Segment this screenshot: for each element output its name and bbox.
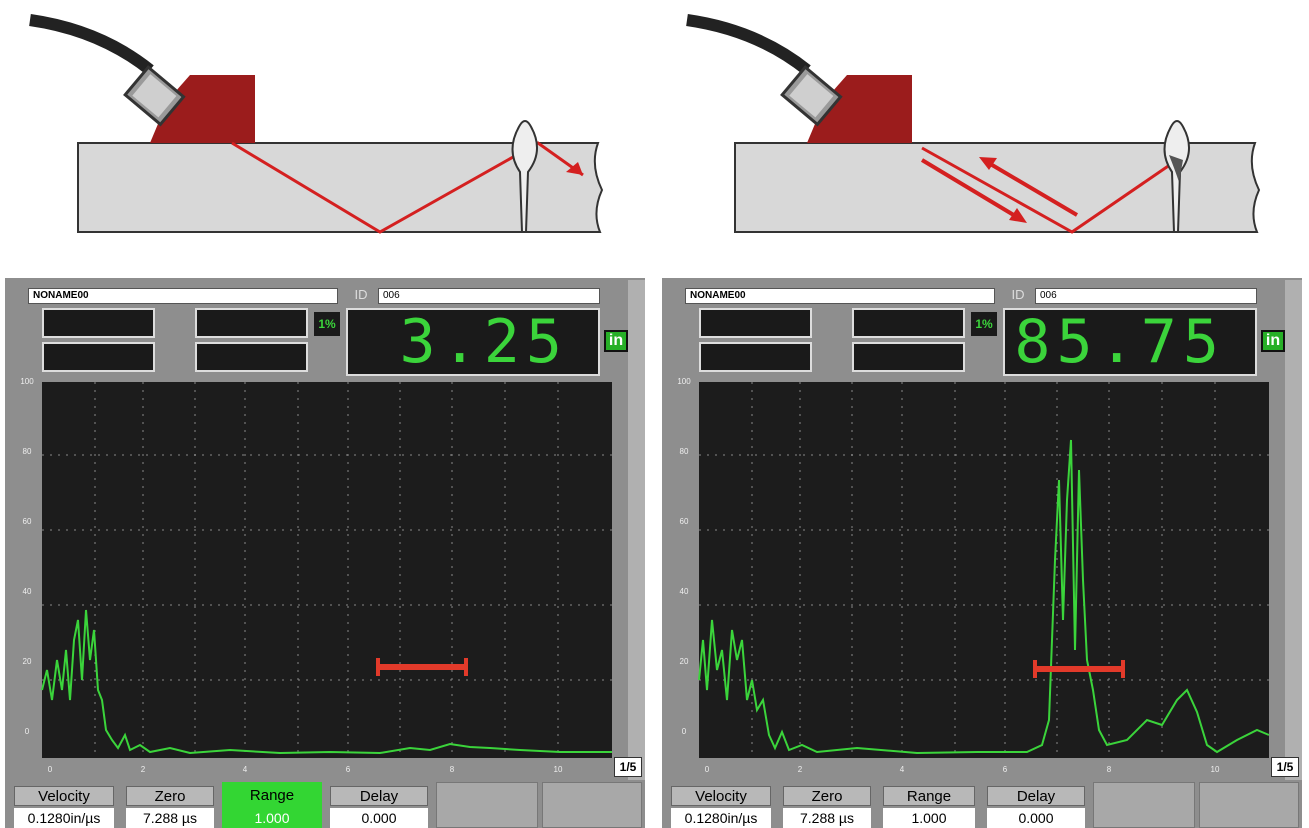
main-reading: 3.25 [346, 308, 600, 376]
reading-box [852, 308, 965, 338]
screen-left [4, 277, 646, 828]
button-label: Delay [330, 786, 428, 806]
x-label: 2 [140, 765, 146, 774]
y-label: 100 [677, 377, 691, 386]
screen-right [661, 277, 1303, 828]
page-indicator: 1/5 [1271, 757, 1299, 777]
file-field: NONAME00 [685, 288, 995, 304]
x-label: 8 [1106, 765, 1112, 774]
button-value: 0.000 [987, 808, 1085, 828]
illustration-right [687, 20, 1259, 232]
y-label: 80 [679, 447, 689, 456]
button-label: Zero [783, 786, 871, 806]
id-field: 006 [378, 288, 600, 304]
unit-box: in [1261, 330, 1285, 352]
button-label: Range [226, 786, 318, 806]
reading-box [42, 342, 155, 372]
id-label: ID [354, 287, 368, 302]
y-label: 0 [24, 727, 30, 736]
x-label: 0 [47, 765, 53, 774]
id-field: 006 [1035, 288, 1257, 304]
button-empty [436, 782, 538, 828]
button-value: 7.288 µs [126, 808, 214, 828]
illustration-left [30, 20, 602, 232]
button-empty [542, 782, 642, 828]
gain-box: 1% [971, 312, 997, 336]
button-label: Range [883, 786, 975, 806]
button-value: 1.000 [883, 808, 975, 828]
file-field: NONAME00 [28, 288, 338, 304]
x-label: 8 [449, 765, 455, 774]
x-label: 6 [1002, 765, 1008, 774]
y-label: 40 [679, 587, 689, 596]
x-label: 0 [704, 765, 710, 774]
button-label: Velocity [14, 786, 114, 806]
x-label: 10 [553, 765, 563, 774]
y-label: 100 [20, 377, 34, 386]
button-value: 0.1280in/µs [671, 808, 771, 828]
button-value: 7.288 µs [783, 808, 871, 828]
main-reading: 85.75 [1003, 308, 1257, 376]
reading-box [195, 342, 308, 372]
id-label: ID [1011, 287, 1025, 302]
button-label: Zero [126, 786, 214, 806]
unit-box: in [604, 330, 628, 352]
button-value: 1.000 [226, 808, 318, 828]
y-label: 40 [22, 587, 32, 596]
y-label: 80 [22, 447, 32, 456]
button-empty [1199, 782, 1299, 828]
y-label: 0 [681, 727, 687, 736]
y-label: 60 [679, 517, 689, 526]
button-value: 0.1280in/µs [14, 808, 114, 828]
button-label: Velocity [671, 786, 771, 806]
y-label: 20 [22, 657, 32, 666]
x-label: 10 [1210, 765, 1220, 774]
reading-box [699, 342, 812, 372]
reading-box [195, 308, 308, 338]
x-label: 6 [345, 765, 351, 774]
y-label: 20 [679, 657, 689, 666]
reading-box [42, 308, 155, 338]
y-label: 60 [22, 517, 32, 526]
reading-box [699, 308, 812, 338]
x-label: 2 [797, 765, 803, 774]
button-value: 0.000 [330, 808, 428, 828]
reading-box [852, 342, 965, 372]
button-empty [1093, 782, 1195, 828]
page-indicator: 1/5 [614, 757, 642, 777]
button-label: Delay [987, 786, 1085, 806]
gain-box: 1% [314, 312, 340, 336]
x-label: 4 [899, 765, 905, 774]
x-label: 4 [242, 765, 248, 774]
